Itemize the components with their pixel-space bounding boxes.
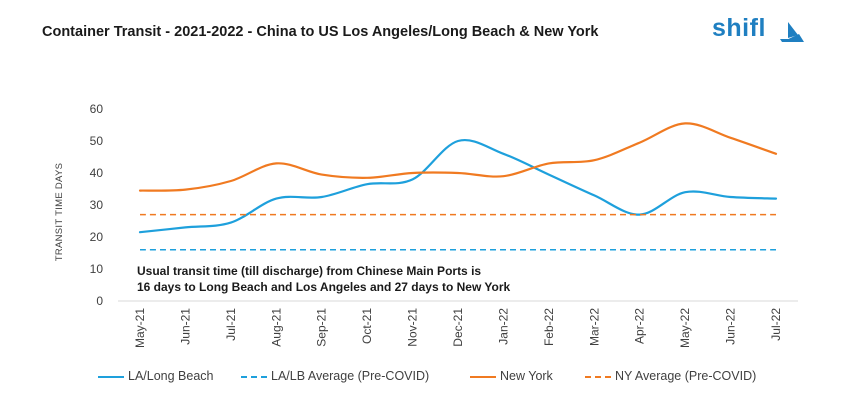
annotation-line: Usual transit time (till discharge) from… xyxy=(137,264,481,278)
legend-swatch xyxy=(241,375,267,378)
legend-swatch xyxy=(585,375,611,378)
chart-title: Container Transit - 2021-2022 - China to… xyxy=(42,24,599,40)
legend-item-ny-average-pre-covid: NY Average (Pre-COVID) xyxy=(585,369,756,383)
x-tick-label: Oct-21 xyxy=(360,308,374,344)
y-tick-label: 50 xyxy=(90,134,104,148)
x-tick-label: Jul-22 xyxy=(769,308,783,341)
legend-item-la-lb-average-pre-covid: LA/LB Average (Pre-COVID) xyxy=(241,369,429,383)
series-line-new-york xyxy=(138,122,778,192)
legend-label: LA/LB Average (Pre-COVID) xyxy=(271,369,430,383)
y-axis-label: TRANSIT TIME DAYS xyxy=(54,163,65,262)
x-tick-label: Aug-21 xyxy=(269,308,283,347)
x-tick-label: Mar-22 xyxy=(587,308,601,346)
annotation-line: 16 days to Long Beach and Los Angeles an… xyxy=(137,280,511,294)
legend-item-new-york: New York xyxy=(470,369,553,383)
x-tick-label: Jun-21 xyxy=(178,308,192,345)
x-tick-label: Dec-21 xyxy=(451,308,465,347)
x-tick-label: Jul-21 xyxy=(224,308,238,341)
legend-label: NY Average (Pre-COVID) xyxy=(615,369,757,383)
y-tick-label: 10 xyxy=(90,262,104,276)
series-line-la-long-beach xyxy=(138,138,778,234)
ship-icon xyxy=(780,22,804,42)
legend-label: LA/Long Beach xyxy=(128,369,214,383)
x-axis-ticks: May-21 Jun-21 Jul-21 Aug-21 Sep-21 Oct-21 Nov-… xyxy=(133,308,783,348)
legend-swatch xyxy=(470,375,496,378)
annotation: Usual transit time (till discharge) from… xyxy=(137,264,511,294)
x-tick-label: May-21 xyxy=(133,308,147,348)
x-tick-label: Apr-22 xyxy=(633,308,647,344)
legend: LA/Long Beach LA/LB Average (Pre-COVID) Ne… xyxy=(98,369,818,385)
y-tick-label: 30 xyxy=(90,198,104,212)
logo-text: shifl xyxy=(712,14,766,42)
x-tick-label: Jan-22 xyxy=(496,308,510,345)
series-lines xyxy=(138,122,778,251)
x-tick-label: Sep-21 xyxy=(315,308,329,347)
legend-label: New York xyxy=(500,369,553,383)
x-tick-label: Jun-22 xyxy=(724,308,738,345)
x-tick-label: May-22 xyxy=(678,308,692,348)
y-tick-label: 0 xyxy=(96,294,103,308)
legend-item-la-long-beach: LA/Long Beach xyxy=(98,369,214,383)
legend-swatch xyxy=(98,375,124,378)
y-tick-label: 20 xyxy=(90,230,104,244)
y-axis-ticks: 0 10 20 30 40 50 60 xyxy=(90,102,104,308)
y-tick-label: 60 xyxy=(90,102,104,116)
x-tick-label: Feb-22 xyxy=(542,308,556,346)
y-tick-label: 40 xyxy=(90,166,104,180)
x-tick-label: Nov-21 xyxy=(406,308,420,347)
